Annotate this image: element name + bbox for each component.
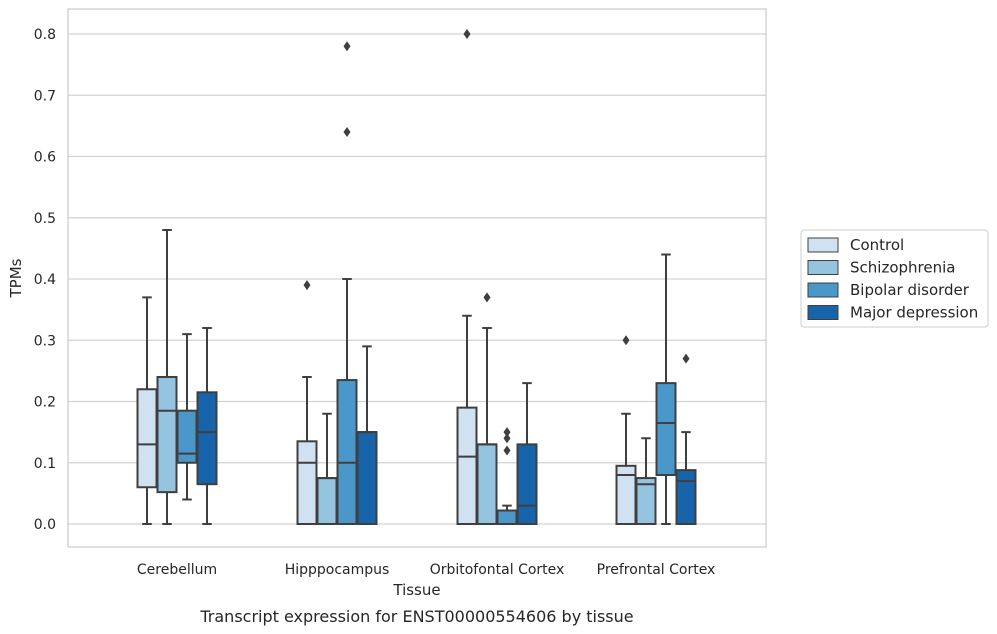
box-iqr: [635, 477, 657, 525]
series-control: [136, 29, 637, 525]
box-iqr: [296, 440, 318, 525]
x-axis-ticks: Cerebellum Hipppocampus Orbitofontal Corte…: [137, 562, 715, 578]
legend-label: Bipolar disorder: [850, 281, 970, 299]
outlier-point: [303, 280, 311, 291]
box: [196, 327, 218, 525]
box: [136, 296, 158, 525]
legend-label: Schizophrenia: [850, 259, 955, 277]
y-tick-label: 0.4: [34, 272, 56, 288]
box-iqr: [456, 406, 478, 525]
box-iqr: [655, 382, 677, 476]
outlier-point: [682, 353, 690, 364]
box: [336, 41, 358, 525]
y-tick-label: 0.2: [34, 395, 56, 411]
box: [156, 229, 178, 525]
outlier-point: [343, 41, 351, 52]
box-iqr: [336, 379, 358, 525]
box-iqr: [156, 376, 178, 494]
legend-swatch: [807, 282, 839, 298]
x-tick-label: Prefrontal Cortex: [597, 562, 716, 578]
box-iqr: [516, 443, 538, 525]
box: [316, 412, 338, 525]
legend-swatch: [807, 305, 839, 320]
y-tick-label: 0.0: [34, 517, 56, 533]
legend: Control Schizophrenia Bipolar disorder Majo…: [800, 229, 989, 328]
box-series: [136, 29, 697, 526]
box: [496, 427, 518, 525]
box: [456, 29, 478, 525]
x-tick-label: Hipppocampus: [285, 562, 390, 578]
outlier-point: [483, 292, 491, 303]
figure-caption: Transcript expression for ENST0000055460…: [199, 607, 633, 626]
outlier-point: [503, 427, 511, 438]
series-major-depression: [196, 327, 697, 526]
legend-items: Control Schizophrenia Bipolar disorder Majo…: [807, 236, 978, 322]
y-tick-label: 0.6: [34, 150, 56, 166]
box: [356, 345, 378, 525]
box-iqr: [496, 509, 518, 525]
box: [476, 292, 498, 525]
series-schizophrenia: [156, 229, 657, 525]
legend-frame: [800, 229, 989, 328]
box-iqr: [196, 391, 218, 486]
box: [176, 333, 198, 501]
box: [635, 437, 657, 525]
series-bipolar-disorder: [176, 41, 677, 525]
box-iqr: [136, 388, 158, 489]
box-iqr: [675, 469, 697, 526]
y-tick-label: 0.8: [34, 27, 56, 43]
box: [655, 253, 677, 525]
plot-frame: [67, 8, 767, 548]
y-tick-label: 0.1: [34, 456, 56, 472]
box: [296, 280, 318, 525]
outlier-point: [503, 445, 511, 456]
outlier-point: [343, 127, 351, 137]
box-iqr: [316, 477, 338, 525]
y-tick-label: 0.3: [34, 333, 56, 349]
legend-label: Major depression: [850, 304, 978, 322]
x-tick-label: Cerebellum: [137, 562, 217, 578]
y-axis-label: TPMs: [7, 258, 25, 298]
box: [675, 353, 697, 526]
outlier-point: [503, 433, 511, 444]
box-iqr: [356, 431, 378, 525]
y-tick-label: 0.5: [34, 211, 56, 227]
box: [615, 335, 637, 525]
outlier-point: [463, 29, 471, 39]
legend-swatch: [807, 237, 839, 253]
legend-swatch: [807, 260, 839, 275]
y-tick-label: 0.7: [34, 88, 56, 104]
y-axis-ticks: 0.0 0.1 0.2 0.3 0.4 0.5 0.6 0.7 0.8: [34, 27, 56, 533]
box-iqr: [476, 443, 498, 525]
legend-label: Control: [850, 236, 904, 254]
x-axis-label: Tissue: [392, 581, 440, 599]
outlier-point: [622, 335, 630, 346]
box-iqr: [176, 409, 198, 464]
box: [516, 382, 538, 525]
x-tick-label: Orbitofontal Cortex: [430, 562, 565, 578]
